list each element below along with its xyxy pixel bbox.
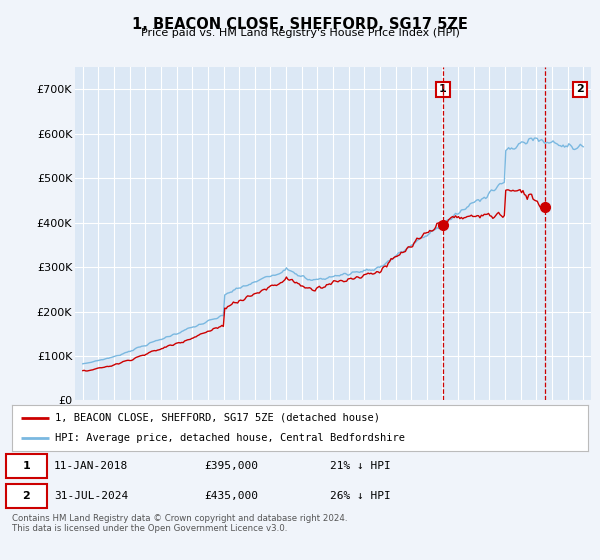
Text: 31-JUL-2024: 31-JUL-2024 [54, 491, 128, 501]
Text: £395,000: £395,000 [204, 461, 258, 471]
Text: 26% ↓ HPI: 26% ↓ HPI [330, 491, 391, 501]
Text: 1, BEACON CLOSE, SHEFFORD, SG17 5ZE (detached house): 1, BEACON CLOSE, SHEFFORD, SG17 5ZE (det… [55, 413, 380, 423]
Text: 2: 2 [576, 85, 584, 95]
FancyBboxPatch shape [6, 454, 47, 478]
Text: 2: 2 [23, 491, 30, 501]
Text: Price paid vs. HM Land Registry's House Price Index (HPI): Price paid vs. HM Land Registry's House … [140, 28, 460, 38]
Text: 1: 1 [439, 85, 447, 95]
Text: 1: 1 [23, 461, 30, 471]
FancyBboxPatch shape [6, 484, 47, 508]
Text: Contains HM Land Registry data © Crown copyright and database right 2024.
This d: Contains HM Land Registry data © Crown c… [12, 514, 347, 534]
Text: 11-JAN-2018: 11-JAN-2018 [54, 461, 128, 471]
Text: 1, BEACON CLOSE, SHEFFORD, SG17 5ZE: 1, BEACON CLOSE, SHEFFORD, SG17 5ZE [132, 17, 468, 32]
Text: HPI: Average price, detached house, Central Bedfordshire: HPI: Average price, detached house, Cent… [55, 433, 405, 443]
Text: £435,000: £435,000 [204, 491, 258, 501]
Text: 21% ↓ HPI: 21% ↓ HPI [330, 461, 391, 471]
